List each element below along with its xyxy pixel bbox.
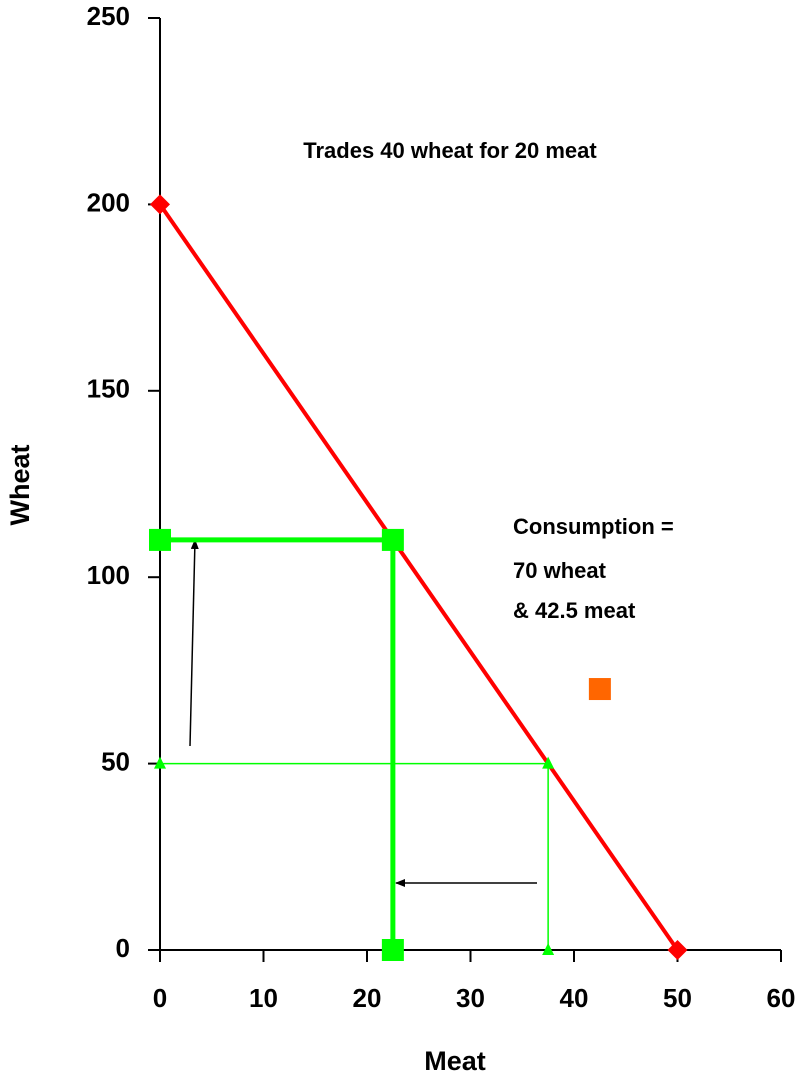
series-line xyxy=(160,762,549,950)
point xyxy=(381,939,404,961)
y-tick-label: 150 xyxy=(87,374,130,404)
y-tick-label: 250 xyxy=(87,1,130,31)
y-tick-label: 0 xyxy=(116,933,130,963)
point xyxy=(667,940,688,960)
annotation: Trades 40 wheat for 20 meat xyxy=(303,138,597,163)
y-tick-label: 50 xyxy=(101,746,130,776)
series-line xyxy=(158,203,680,952)
x-axis-title: Meat xyxy=(424,1046,486,1076)
x-tick-label: 10 xyxy=(249,983,278,1013)
point xyxy=(542,943,555,955)
x-tick-label: 0 xyxy=(153,983,167,1013)
annotation: Consumption = xyxy=(513,514,674,539)
point xyxy=(154,756,166,769)
x-tick-label: 40 xyxy=(560,983,589,1013)
point xyxy=(588,678,611,701)
annotation: 70 wheat xyxy=(513,558,607,583)
y-tick-label: 100 xyxy=(87,560,130,590)
y-tick-label: 200 xyxy=(87,187,130,217)
arrow xyxy=(189,539,199,747)
x-tick-label: 60 xyxy=(767,983,796,1013)
series-line xyxy=(160,537,396,950)
point xyxy=(542,756,555,769)
annotation: & 42.5 meat xyxy=(513,598,636,623)
point xyxy=(150,194,170,215)
x-tick-label: 50 xyxy=(663,983,692,1013)
point xyxy=(381,528,404,551)
y-axis-title: Wheat xyxy=(5,444,35,525)
x-tick-label: 30 xyxy=(456,983,485,1013)
x-tick-label: 20 xyxy=(353,983,382,1013)
point xyxy=(149,528,171,551)
